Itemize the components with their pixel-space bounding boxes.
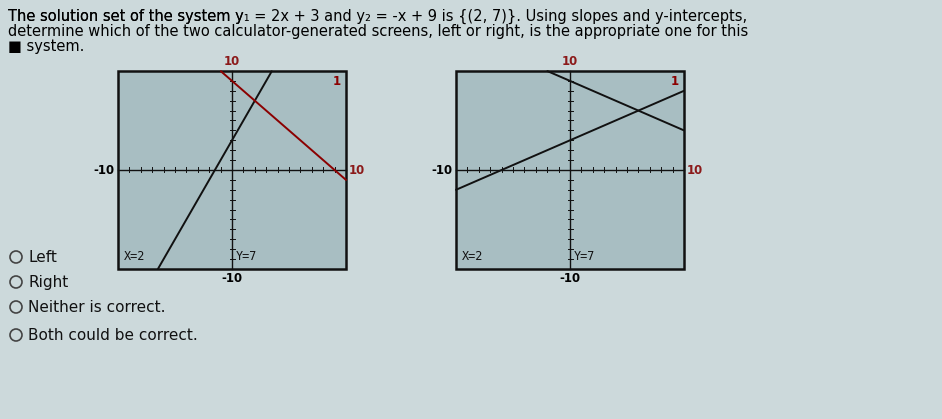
Text: The solution set of the system y₁ = 2x + 3 and y₂ = -x + 9 is {(2, 7)}. Using sl: The solution set of the system y₁ = 2x +… xyxy=(8,9,747,24)
Text: Left: Left xyxy=(28,249,57,264)
Text: 10: 10 xyxy=(561,55,578,68)
Bar xyxy=(118,71,346,269)
Text: Neither is correct.: Neither is correct. xyxy=(28,300,166,315)
Text: ■ system.: ■ system. xyxy=(8,39,85,54)
Text: Right: Right xyxy=(28,274,68,290)
Text: -10: -10 xyxy=(560,272,580,285)
Text: X=2: X=2 xyxy=(124,249,145,262)
Text: determine which of the two calculator-generated screens, left or right, is the a: determine which of the two calculator-ge… xyxy=(8,24,748,39)
Text: 10: 10 xyxy=(224,55,240,68)
Text: 1: 1 xyxy=(671,75,679,88)
Text: Y=7: Y=7 xyxy=(236,249,257,262)
Text: Both could be correct.: Both could be correct. xyxy=(28,328,198,342)
Text: 1: 1 xyxy=(333,75,341,88)
Text: X=2: X=2 xyxy=(462,249,483,262)
Text: Y=7: Y=7 xyxy=(574,249,595,262)
Text: 10: 10 xyxy=(349,163,365,176)
Text: 10: 10 xyxy=(687,163,704,176)
Text: -10: -10 xyxy=(94,163,115,176)
Bar xyxy=(456,71,684,269)
Text: The solution set of the system y: The solution set of the system y xyxy=(8,9,244,24)
Text: -10: -10 xyxy=(431,163,453,176)
Text: -10: -10 xyxy=(221,272,242,285)
